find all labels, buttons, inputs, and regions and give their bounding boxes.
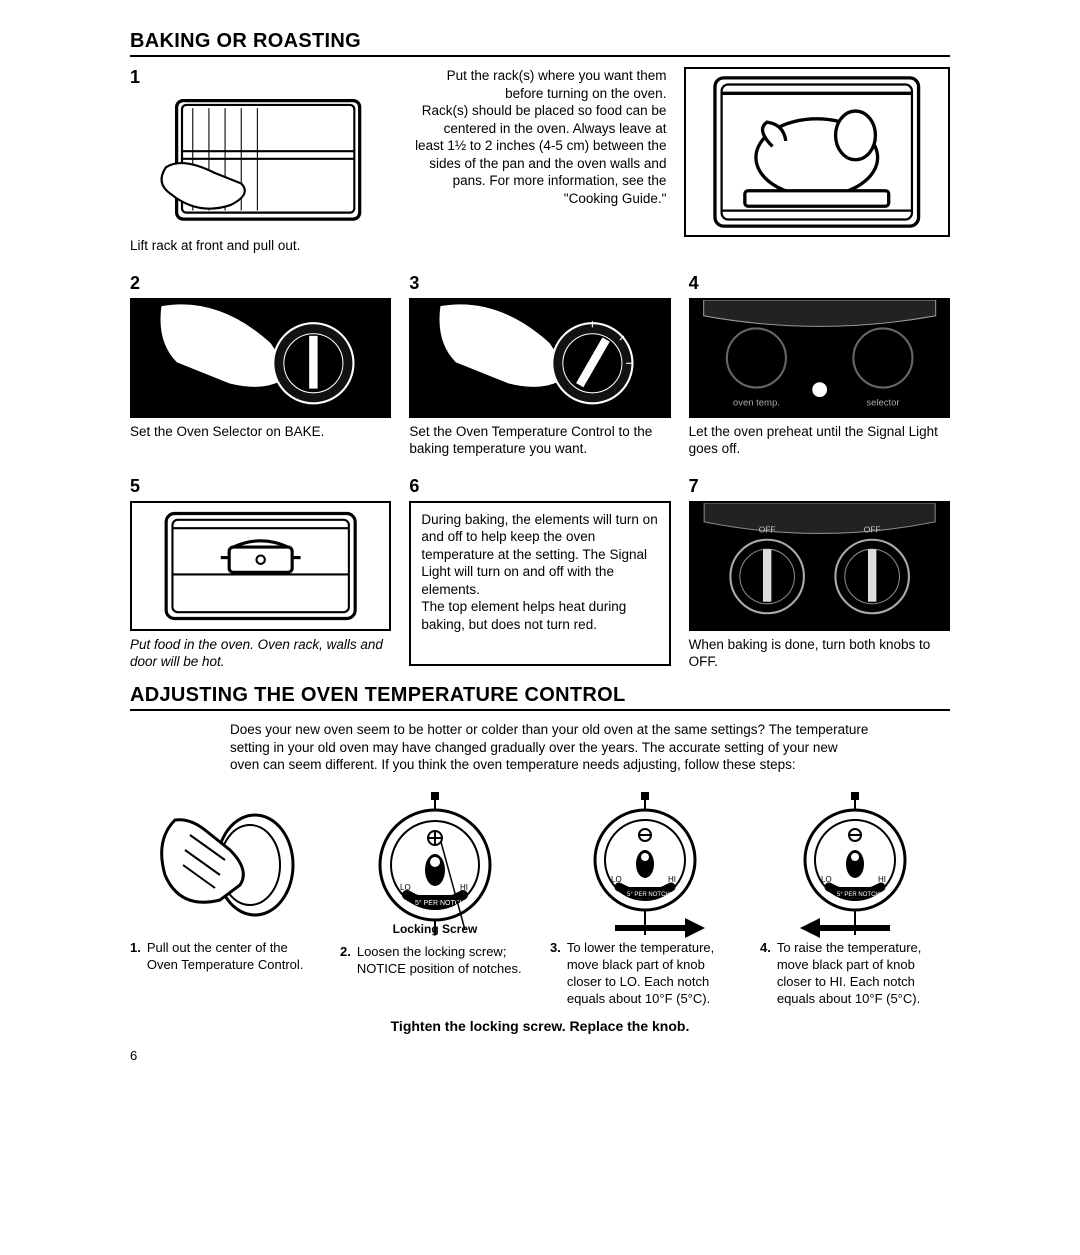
step-number-1: 1 — [130, 67, 396, 88]
page-number: 6 — [130, 1048, 950, 1063]
row-steps-567: 5 Put food in the oven. Oven rack, walls… — [130, 476, 950, 671]
illustration-locking-screw: 5° PER NOTCH LO HI — [340, 790, 530, 940]
svg-text:HI: HI — [460, 883, 468, 892]
illustration-pull-knob — [130, 790, 320, 940]
section-title-adjusting: ADJUSTING THE OVEN TEMPERATURE CONTROL — [130, 684, 950, 711]
illustration-knob-bake — [130, 298, 391, 418]
svg-text:OFF: OFF — [863, 524, 880, 534]
caption-adj3: 3. To lower the temperature, move black … — [550, 940, 740, 1008]
svg-text:LO: LO — [821, 875, 832, 884]
illustration-signal-light: oven temp. selector — [689, 298, 950, 418]
illustration-knobs-off: OFF OFF — [689, 501, 950, 631]
intro-text: Does your new oven seem to be hotter or … — [230, 721, 870, 774]
caption-adj1: 1. Pull out the center of the Oven Tempe… — [130, 940, 320, 974]
svg-text:oven temp.: oven temp. — [733, 397, 780, 408]
row-adjust: 1. Pull out the center of the Oven Tempe… — [130, 790, 950, 1008]
step-number-3: 3 — [409, 273, 670, 294]
row-step1: 1 Lift rack at front and pull out. — [130, 67, 950, 255]
step-number-5: 5 — [130, 476, 391, 497]
illustration-oven-rack — [130, 92, 396, 232]
svg-text:selector: selector — [866, 397, 899, 408]
step-number-7: 7 — [689, 476, 950, 497]
illustration-lower-temp: 5° PER NOTCH LO HI — [550, 790, 740, 940]
svg-text:LO: LO — [400, 883, 411, 892]
illustration-knob-temp — [409, 298, 670, 418]
step-number-4: 4 — [689, 273, 950, 294]
caption-step4: Let the oven preheat until the Signal Li… — [689, 424, 950, 458]
section-title-baking: BAKING OR ROASTING — [130, 30, 950, 57]
svg-text:5° PER NOTCH: 5° PER NOTCH — [837, 892, 880, 898]
textbox-step6: During baking, the elements will turn on… — [409, 501, 670, 666]
svg-text:HI: HI — [878, 875, 886, 884]
caption-step7: When baking is done, turn both knobs to … — [689, 637, 950, 671]
step-number-6: 6 — [409, 476, 670, 497]
caption-step1: Lift rack at front and pull out. — [130, 238, 396, 255]
caption-adj2: 2. Loosen the locking screw; NOTICE posi… — [340, 944, 530, 978]
svg-text:5° PER NOTCH: 5° PER NOTCH — [627, 892, 670, 898]
text-step1-right: Put the rack(s) where you want them befo… — [414, 67, 667, 207]
caption-step3: Set the Oven Temperature Control to the … — [409, 424, 670, 458]
illustration-turkey — [684, 67, 950, 237]
caption-step5: Put food in the oven. Oven rack, walls a… — [130, 637, 391, 671]
svg-text:HI: HI — [668, 875, 676, 884]
svg-text:OFF: OFF — [758, 524, 775, 534]
illustration-raise-temp: 5° PER NOTCH LO HI — [760, 790, 950, 940]
caption-adj4: 4. To raise the temperature, move black … — [760, 940, 950, 1008]
caption-step2: Set the Oven Selector on BAKE. — [130, 424, 391, 441]
illustration-food-in-oven — [130, 501, 391, 631]
svg-text:LO: LO — [611, 875, 622, 884]
step-number-2: 2 — [130, 273, 391, 294]
row-steps-234: 2 Set the Oven Selector on BAKE. 3 — [130, 273, 950, 458]
tighten-text: Tighten the locking screw. Replace the k… — [130, 1018, 950, 1034]
